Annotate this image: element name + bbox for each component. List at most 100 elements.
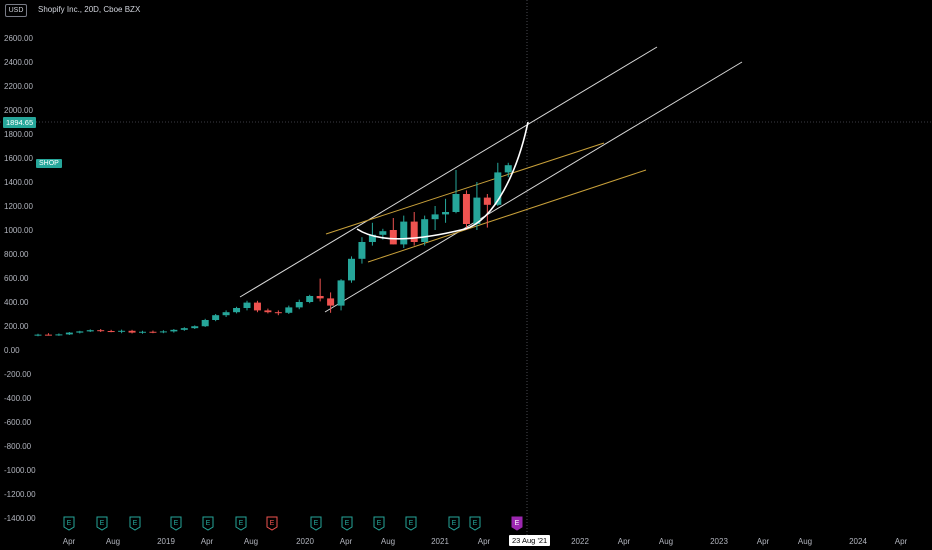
candle-body [462, 194, 470, 224]
earnings-badge [448, 516, 460, 531]
candle-body [494, 172, 502, 205]
x-tick-label: 2021 [431, 537, 449, 546]
x-tick-label: Apr [618, 537, 631, 546]
candle-body [327, 298, 335, 306]
chart-title: Shopify Inc., 20D, Cboe BZX [38, 5, 141, 14]
candle-body [473, 197, 481, 224]
candle-body [128, 330, 136, 333]
candle-body [316, 296, 324, 299]
candle-body [306, 296, 314, 302]
earnings-badge [511, 516, 523, 531]
y-tick-label: 2000.00 [4, 106, 33, 115]
earnings-badge-label: E [270, 520, 275, 527]
x-tick-label: 2020 [296, 537, 314, 546]
earnings-badge-label: E [133, 520, 138, 527]
x-tick-label: 2023 [710, 537, 728, 546]
x-tick-label: Apr [63, 537, 76, 546]
candle-body [118, 330, 126, 332]
y-tick-label: 1200.00 [4, 202, 33, 211]
x-tick-label: Aug [659, 537, 673, 546]
earnings-badge [373, 516, 385, 531]
y-tick-label: -400.00 [4, 394, 32, 403]
y-tick-label: -200.00 [4, 370, 32, 379]
y-tick-label: 600.00 [4, 274, 29, 283]
y-tick-label: -1000.00 [4, 466, 36, 475]
earnings-badge-label: E [206, 520, 211, 527]
earnings-badge-label: E [345, 520, 350, 527]
candle-body [159, 331, 167, 333]
y-tick-label: -600.00 [4, 418, 32, 427]
candle-body [243, 302, 251, 308]
x-tick-label: Aug [244, 537, 258, 546]
x-tick-label: Apr [895, 537, 908, 546]
x-tick-label: 2022 [571, 537, 589, 546]
candle-body [233, 308, 241, 313]
earnings-badge-label: E [67, 520, 72, 527]
earnings-badge [341, 516, 353, 531]
candle-body [368, 234, 376, 242]
channel-upper-line [239, 46, 658, 298]
candle-body [337, 280, 345, 306]
candle-body [139, 331, 146, 333]
earnings-badge [310, 516, 322, 531]
x-tick-label: Apr [201, 537, 214, 546]
earnings-badge [405, 516, 417, 531]
earnings-badge-label: E [473, 520, 478, 527]
candle-body [212, 315, 220, 320]
earnings-badge [202, 516, 214, 531]
earnings-badge-label: E [377, 520, 382, 527]
y-tick-label: 1400.00 [4, 178, 33, 187]
candle-body [274, 312, 282, 314]
y-tick-label: -1400.00 [4, 514, 36, 523]
x-tick-label: 2019 [157, 537, 175, 546]
earnings-badge [170, 516, 182, 531]
candle-body [65, 332, 73, 335]
candle-body [348, 258, 355, 281]
earnings-badge [63, 516, 75, 531]
candle-body [504, 165, 512, 173]
candle-body [149, 331, 157, 333]
ticker-price-label: SHOP [36, 159, 62, 168]
candle-body [295, 302, 303, 308]
earnings-badge-label: E [239, 520, 244, 527]
earnings-badge [235, 516, 247, 531]
x-tick-label: Apr [340, 537, 353, 546]
candle-body [55, 334, 63, 336]
y-tick-label: 1600.00 [4, 154, 33, 163]
earnings-badge-label: E [314, 520, 319, 527]
x-tick-label: Aug [798, 537, 812, 546]
y-tick-label: -1200.00 [4, 490, 36, 499]
y-tick-label: 0.00 [4, 346, 20, 355]
y-tick-label: 1000.00 [4, 226, 33, 235]
candle-body [222, 312, 230, 316]
earnings-badge [266, 516, 278, 531]
y-tick-label: -800.00 [4, 442, 32, 451]
candle-body [389, 230, 397, 245]
x-tick-label: Aug [381, 537, 395, 546]
wedge-upper-line [325, 142, 605, 235]
candle-body [253, 302, 261, 311]
candle-body [34, 334, 42, 336]
currency-badge[interactable]: USD [5, 4, 27, 17]
candle-body [410, 221, 418, 242]
crosshair-date-label: 23 Aug '21 [509, 535, 551, 546]
earnings-badge-label: E [452, 520, 457, 527]
x-tick-label: 2024 [849, 537, 867, 546]
candle-body [421, 219, 429, 242]
candle-body [285, 307, 293, 313]
candle-body [483, 197, 491, 205]
candle-body [452, 194, 460, 212]
candle-body [107, 331, 115, 333]
y-tick-label: 400.00 [4, 298, 29, 307]
candle-body [86, 330, 94, 332]
y-tick-label: 1800.00 [4, 130, 33, 139]
earnings-badge-label: E [100, 520, 105, 527]
candle-body [358, 242, 366, 259]
earnings-badge [129, 516, 141, 531]
earnings-badge-label: E [515, 520, 520, 527]
candle-body [379, 231, 387, 235]
wedge-lower-line [367, 169, 647, 263]
earnings-badge [469, 516, 481, 531]
rounding-curve [356, 121, 529, 240]
